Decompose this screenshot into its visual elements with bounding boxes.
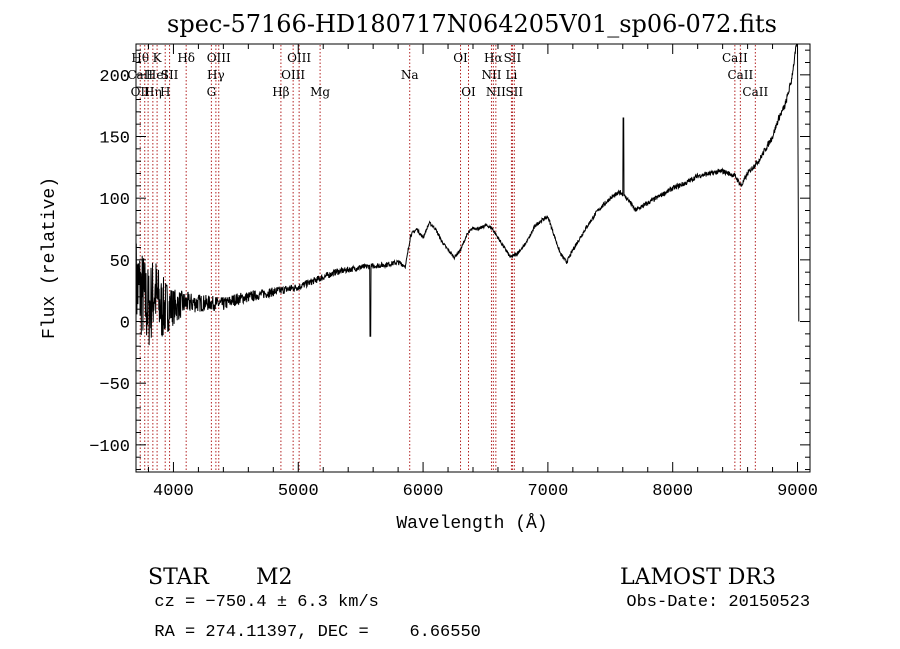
line-label: OI xyxy=(453,51,468,65)
line-label: OII xyxy=(131,85,151,99)
y-tick-label: 200 xyxy=(99,68,130,87)
y-tick-label: 100 xyxy=(99,191,130,210)
line-label: Hβ xyxy=(272,85,289,99)
y-tick-label: −50 xyxy=(99,376,130,395)
line-label: NII xyxy=(481,68,501,82)
x-tick-label: 5000 xyxy=(278,482,319,501)
survey-name: LAMOST DR3 xyxy=(620,565,776,590)
line-label: NII xyxy=(486,85,506,99)
ra-dec-coords: RA = 274.11397, DEC = 6.66550 xyxy=(154,623,481,642)
x-tick-label: 6000 xyxy=(403,482,444,501)
line-label: OIII xyxy=(281,68,305,82)
line-label: CaII xyxy=(742,85,768,99)
line-label: SII xyxy=(505,85,523,99)
line-label: OI xyxy=(461,85,476,99)
x-tick-label: 7000 xyxy=(527,482,568,501)
line-label: CaII xyxy=(722,51,748,65)
x-tick-label: 4000 xyxy=(153,482,194,501)
line-label: OIII xyxy=(287,51,311,65)
line-label: OIII xyxy=(207,51,231,65)
axes: 4000 5000 6000 7000 8000 9000 −100 −50 0 50 100 150… xyxy=(89,44,818,501)
x-tick-label: 9000 xyxy=(777,482,818,501)
x-tick-label: 8000 xyxy=(652,482,693,501)
line-label: SII xyxy=(504,51,522,65)
line-label: H xyxy=(160,85,170,99)
line-label: Hα xyxy=(484,51,503,65)
obs-date: Obs-Date: 20150523 xyxy=(626,593,811,612)
y-tick-label: 50 xyxy=(110,253,130,272)
chart-title: spec-57166-HD180717N064205V01_sp06-072.f… xyxy=(167,10,777,38)
line-label: CaII xyxy=(727,68,753,82)
line-label: Hγ xyxy=(207,68,225,82)
line-label: SII xyxy=(161,68,179,82)
line-label: HeI xyxy=(146,68,169,82)
line-label: Hδ xyxy=(177,51,195,65)
y-tick-label: 0 xyxy=(120,315,130,334)
redshift-cz: cz = −750.4 ± 6.3 km/s xyxy=(154,593,379,612)
subclass: M2 xyxy=(256,565,293,590)
plot-frame xyxy=(135,43,811,473)
y-axis-label: Flux (relative) xyxy=(40,177,60,339)
line-label: K xyxy=(153,51,163,65)
x-axis-label: Wavelength (Å) xyxy=(396,513,547,534)
line-label: G xyxy=(207,85,217,99)
object-class: STAR xyxy=(148,565,209,590)
spectrum-line xyxy=(135,43,800,346)
emission-line-markers: HθCaIIOIIHηKHeIHSIIHδGHγOIIIHβOIIIOIIIMg… xyxy=(127,45,768,471)
y-tick-label: −100 xyxy=(89,438,130,457)
y-tick-label: 150 xyxy=(99,130,130,149)
line-label: Na xyxy=(401,68,419,82)
line-label: Mg xyxy=(310,85,330,99)
line-label: Li xyxy=(506,68,518,82)
